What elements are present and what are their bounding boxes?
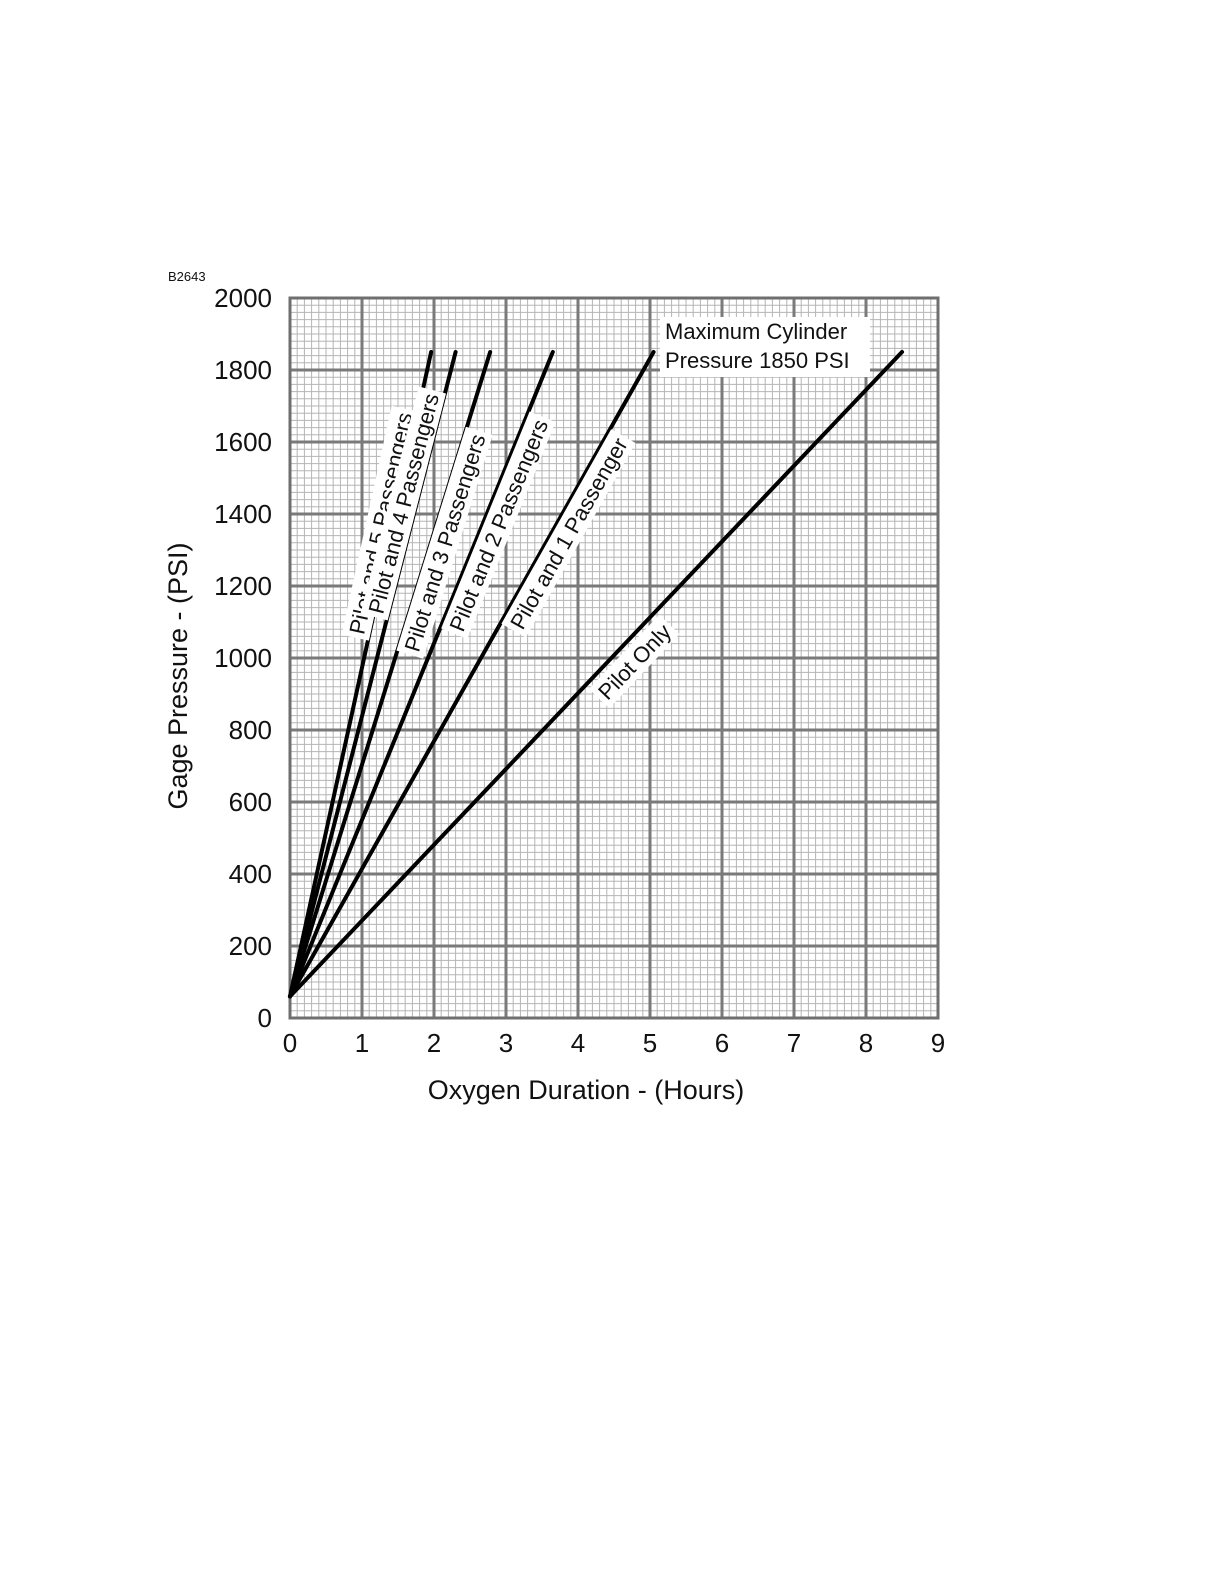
max-pressure-annotation: Maximum Cylinder Pressure 1850 PSI: [660, 317, 870, 377]
x-tick-label: 0: [283, 1028, 297, 1058]
x-tick-label: 8: [859, 1028, 873, 1058]
y-tick-label: 800: [229, 715, 272, 745]
x-tick-label: 7: [787, 1028, 801, 1058]
y-tick-label: 2000: [214, 283, 272, 313]
series-label-background: [360, 386, 446, 621]
plot-frame: [288, 296, 940, 1020]
x-tick-label: 9: [931, 1028, 945, 1058]
y-tick-label: 1600: [214, 427, 272, 457]
series-label-background: [501, 429, 636, 638]
series-label-background: [441, 411, 556, 639]
series-line: [288, 350, 555, 999]
y-tick-label: 1200: [214, 571, 272, 601]
y-axis-label: Gage Pressure - (PSI): [163, 542, 193, 809]
x-tick-label: 3: [499, 1028, 513, 1058]
annotation-line-1: Maximum Cylinder: [665, 319, 847, 344]
y-tick-labels: 0 200 400 600 800 1000 1200 1400 1600 1800 2000: [214, 283, 272, 1033]
series-label-background: [396, 426, 493, 659]
annotation-line-2: Pressure 1850 PSI: [665, 348, 850, 373]
figure-id: B2643: [168, 269, 206, 284]
x-axis-label: Oxygen Duration - (Hours): [428, 1075, 745, 1105]
x-tick-label: 6: [715, 1028, 729, 1058]
y-tick-label: 200: [229, 931, 272, 961]
x-tick-label: 5: [643, 1028, 657, 1058]
series-lines: [288, 350, 904, 999]
x-tick-label: 1: [355, 1028, 369, 1058]
x-tick-labels: 0 1 2 3 4 5 6 7 8 9: [283, 1028, 945, 1058]
series-label-background: [588, 614, 680, 709]
y-tick-label: 0: [258, 1003, 272, 1033]
series-line: [288, 350, 656, 999]
x-tick-label: 2: [427, 1028, 441, 1058]
y-tick-label: 400: [229, 859, 272, 889]
y-tick-label: 600: [229, 787, 272, 817]
y-tick-label: 1000: [214, 643, 272, 673]
y-tick-label: 1400: [214, 499, 272, 529]
x-tick-label: 4: [571, 1028, 585, 1058]
series-line: [288, 350, 904, 999]
y-tick-label: 1800: [214, 355, 272, 385]
